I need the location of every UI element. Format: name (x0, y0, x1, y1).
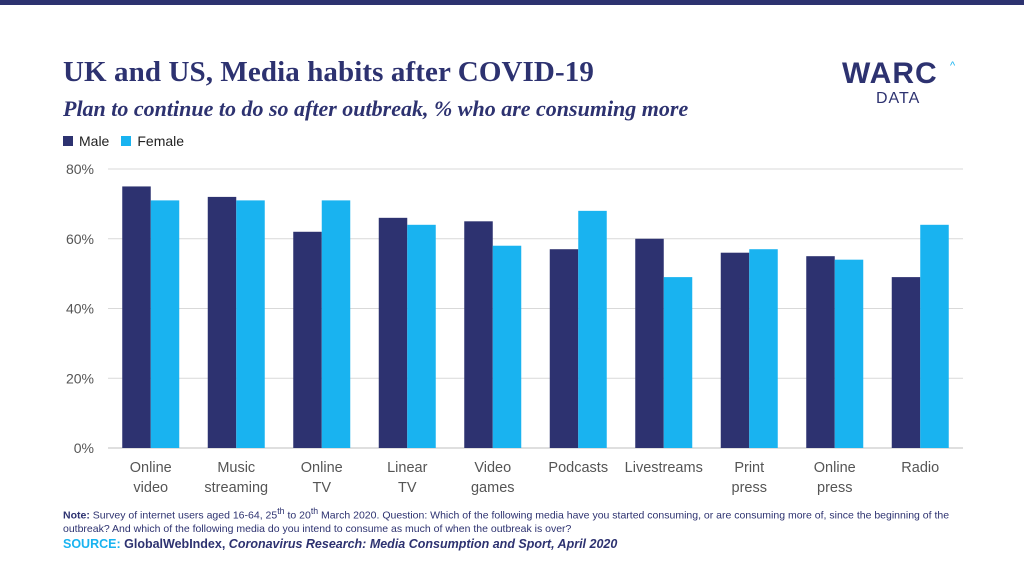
bar-male (891, 277, 921, 448)
bar-female (578, 210, 607, 448)
note-sup-2: th (310, 506, 319, 516)
bar-female (407, 224, 436, 448)
x-tick-label: Online video (130, 460, 172, 496)
source-label: SOURCE: (63, 537, 121, 551)
x-tick-label-line: press (732, 480, 767, 496)
legend-swatch-female (121, 136, 132, 146)
x-tick-label-line: video (133, 480, 168, 496)
x-tick-label-line: Livestreams (625, 460, 703, 476)
x-tick-label: Podcasts (548, 460, 608, 476)
bar-female (920, 224, 949, 448)
source-publisher: GlobalWebIndex, (124, 537, 226, 551)
logo-subtext: DATA (876, 90, 921, 107)
bar-male (378, 217, 408, 448)
top-border (0, 0, 1024, 5)
legend-item-female: Female (121, 133, 184, 149)
x-tick-label: Online TV (301, 460, 343, 496)
chart-legend: Male Female (63, 133, 184, 149)
x-tick-label-line: Radio (901, 460, 939, 476)
bar-male (293, 231, 322, 448)
chart-title: UK and US, Media habits after COVID-19 (63, 56, 594, 88)
x-tick-label-line: Online (814, 460, 856, 476)
x-tick-label-line: Video (474, 460, 511, 476)
y-tick-label: 20% (66, 370, 94, 386)
chart-source: SOURCE: GlobalWebIndex, Coronavirus Rese… (63, 537, 617, 551)
note-label: Note: (63, 509, 90, 522)
bar-female (834, 259, 864, 448)
bar-female (492, 245, 522, 448)
x-tick-label-line: press (817, 480, 852, 496)
x-tick-label: Linear TV (387, 460, 427, 496)
legend-label-female: Female (137, 133, 185, 149)
note-sup-1: th (277, 506, 285, 516)
note-text-1: Survey of internet users aged 16-64, 25 (92, 509, 278, 522)
bar-female (663, 277, 693, 448)
note-text-2: to 20 (284, 509, 311, 522)
x-tick-label-line: TV (312, 480, 331, 496)
chart-note: Note: Survey of internet users aged 16-6… (63, 505, 963, 536)
x-tick-label-line: TV (398, 480, 417, 496)
x-tick-label-line: Print (734, 460, 764, 476)
y-tick-label: 0% (74, 440, 94, 456)
x-tick-label-line: Podcasts (548, 460, 608, 476)
logo-caret-icon: ^ (950, 60, 956, 72)
x-tick-label: Radio (901, 460, 939, 476)
bar-male (549, 249, 579, 448)
x-tick-label-line: Online (301, 460, 343, 476)
note-text-3: March 2020. Question: Which of the follo… (63, 509, 950, 535)
warc-data-logo: WARC ^ DATA (842, 58, 962, 110)
y-tick-label: 80% (66, 161, 94, 177)
x-tick-label: Print press (732, 460, 767, 496)
x-tick-label-line: games (471, 480, 515, 496)
x-tick-label-line: Music (217, 460, 255, 476)
legend-label-male: Male (79, 133, 110, 149)
x-tick-label: Video games (471, 460, 515, 496)
x-tick-label-line: streaming (204, 480, 268, 496)
x-tick-label: Livestreams (625, 460, 703, 476)
x-tick-label: Online press (814, 460, 856, 496)
x-tick-label-line: Linear (387, 460, 427, 476)
bar-female (749, 249, 778, 448)
bar-female (321, 200, 351, 448)
bar-male (207, 196, 237, 448)
bar-female (150, 200, 180, 448)
x-tick-label-line: Online (130, 460, 172, 476)
bar-male (122, 186, 151, 448)
y-tick-label: 40% (66, 301, 94, 317)
source-title: Coronavirus Research: Media Consumption … (228, 537, 618, 551)
bar-male (635, 238, 664, 448)
x-tick-label: Music streaming (204, 460, 268, 496)
bar-male (464, 221, 493, 448)
bar-male (720, 252, 750, 448)
y-tick-label: 60% (66, 231, 94, 247)
logo-wordmark: WARC (842, 57, 938, 90)
chart-subtitle: Plan to continue to do so after outbreak… (63, 96, 689, 121)
legend-swatch-male (63, 136, 73, 146)
legend-item-male: Male (63, 133, 109, 149)
bar-male (806, 256, 835, 448)
bar-female (236, 200, 265, 448)
